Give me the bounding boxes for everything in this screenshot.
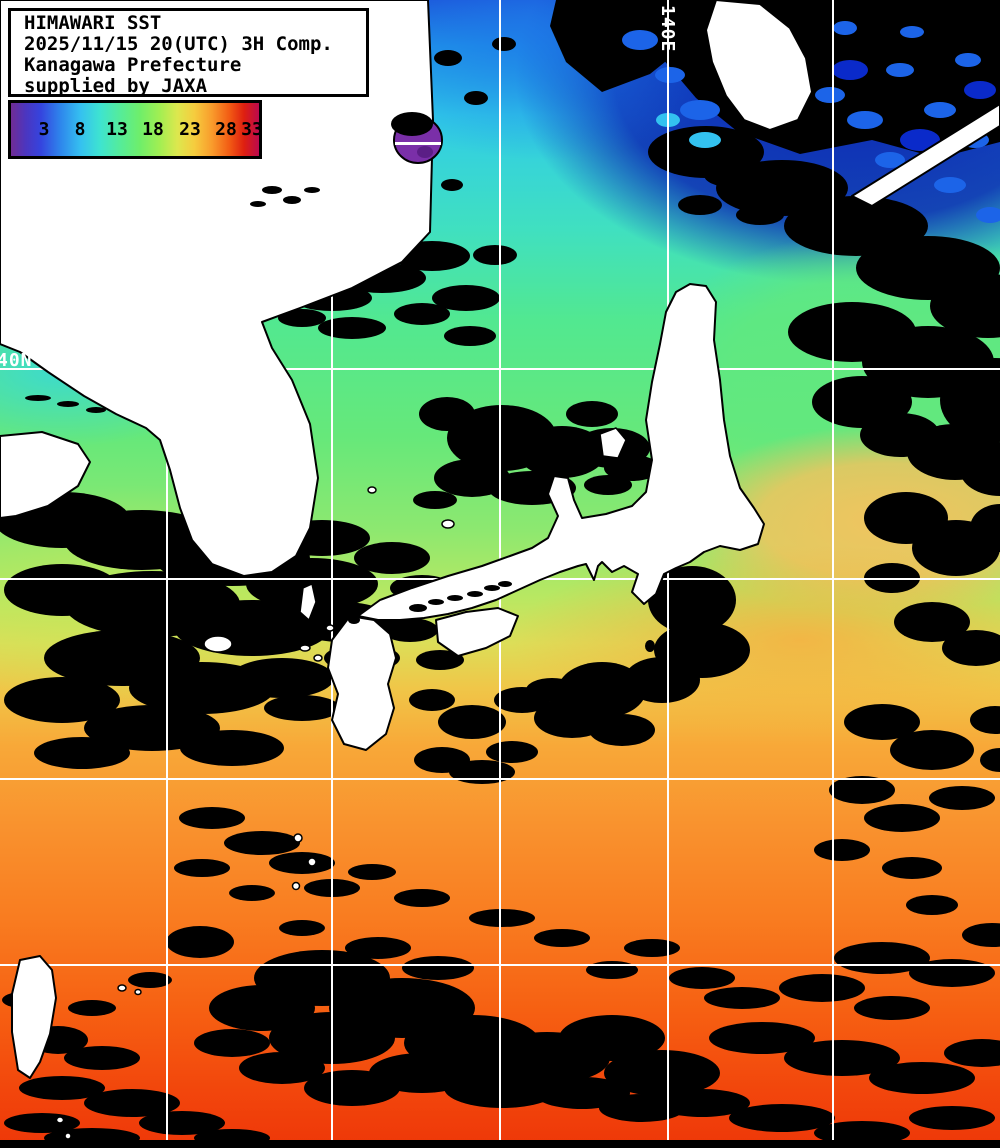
island-luzon-tip xyxy=(55,1116,65,1124)
island-sado xyxy=(599,427,627,459)
land-kyushu xyxy=(327,615,397,751)
land-shandong xyxy=(0,431,91,519)
header-region: Kanagawa Prefecture xyxy=(24,54,242,76)
sst-colorbar: 3 8 13 18 23 28 33 xyxy=(8,100,263,159)
gridline-label-40n: 40N xyxy=(0,350,33,371)
gridline-label-140e: 140E xyxy=(657,5,678,53)
island-goto xyxy=(299,644,311,652)
coastal-specks xyxy=(25,186,657,699)
colorbar-tick: 33 xyxy=(241,119,263,140)
small-islands xyxy=(55,427,627,1140)
colorbar-tick: 28 xyxy=(215,119,237,140)
island-miyako xyxy=(117,984,127,992)
land-taiwan xyxy=(11,955,57,1079)
header-info-box: HIMAWARI SST 2025/11/15 20(UTC) 3H Comp.… xyxy=(8,8,369,97)
colorbar-tick: 18 xyxy=(142,119,164,140)
land-hokkaido-east-sliver xyxy=(851,103,1000,207)
land-hokkaido xyxy=(705,0,813,131)
bottom-black-bar xyxy=(0,1140,1000,1148)
land-shikoku xyxy=(435,607,519,657)
land-honshu xyxy=(357,283,765,621)
cloud-seaofjapan-north xyxy=(550,0,692,92)
colorbar-tick: 3 xyxy=(38,119,50,140)
island-tsushima xyxy=(299,583,317,621)
header-title: HIMAWARI SST xyxy=(24,12,162,34)
island-amami xyxy=(293,833,303,843)
header-datetime: 2025/11/15 20(UTC) 3H Comp. xyxy=(24,33,333,55)
colorbar-tick: 23 xyxy=(179,119,201,140)
island-ulleung xyxy=(367,486,377,494)
colorbar-tick: 8 xyxy=(74,119,86,140)
island-jeju xyxy=(203,635,233,653)
header-credit: supplied by JAXA xyxy=(24,75,208,97)
island-oki xyxy=(441,519,455,529)
colorbar-tick: 13 xyxy=(106,119,128,140)
cold-anomaly-lake xyxy=(391,112,443,164)
